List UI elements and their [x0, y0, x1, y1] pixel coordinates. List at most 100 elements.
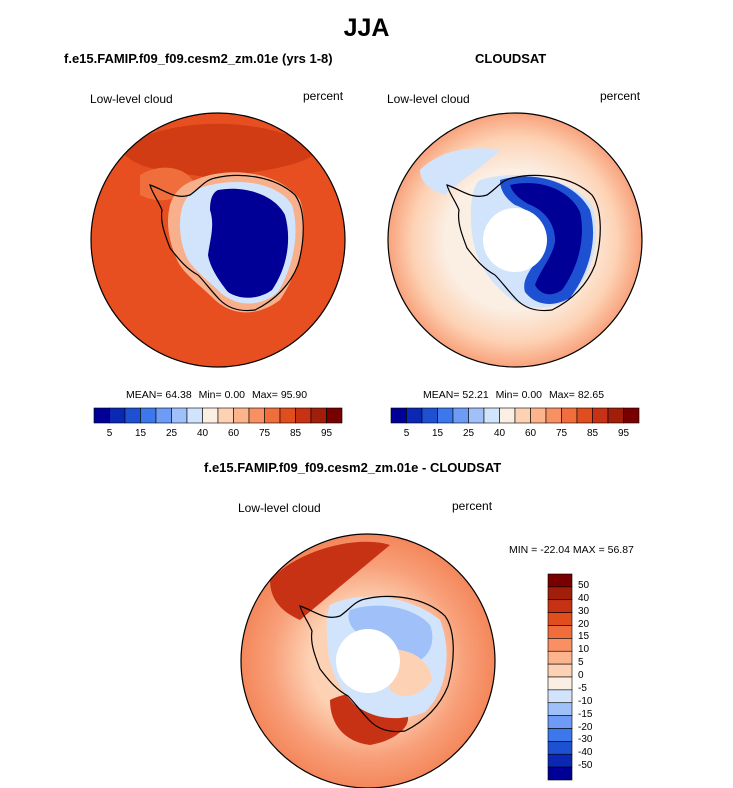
obs-colorbar-cell — [499, 407, 516, 424]
obs-colorbar-cell — [390, 407, 407, 424]
model-stats: MEAN= 64.38 Min= 0.00 Max= 95.90 — [126, 389, 307, 401]
obs-colorbar-cell — [592, 407, 609, 424]
model-variable-label: Low-level cloud — [90, 92, 173, 106]
obs-peninsula-low — [420, 148, 500, 195]
diff-map-boundary — [240, 533, 496, 788]
model-colorbar-cell — [202, 407, 219, 424]
model-colorbar-cell — [326, 407, 343, 424]
diff-plateau-positive — [390, 649, 432, 696]
obs-colorbar-tick-label: 25 — [462, 428, 475, 439]
figure-title: JJA — [343, 14, 390, 42]
diff-ross-negative — [348, 605, 433, 660]
diff-colorbar-tick-label: 10 — [578, 644, 590, 656]
diff-colorbar-cell — [547, 715, 573, 729]
obs-colorbar-tick-label: 75 — [555, 428, 568, 439]
diff-colorbar-cell — [547, 676, 573, 691]
obs-colorbar-cell — [545, 407, 562, 424]
model-colorbar-tick-label: 60 — [227, 428, 240, 439]
model-mean-label: MEAN= — [126, 389, 163, 401]
diff-colorbar-tick-label: 40 — [578, 592, 590, 604]
model-min-value: 0.00 — [224, 389, 246, 401]
diff-colorbar-tick-label: -5 — [578, 682, 587, 694]
obs-colorbar-tick-label: 60 — [524, 428, 537, 439]
model-units-label: percent — [303, 89, 344, 103]
diff-colorbar-tick-label: 30 — [578, 605, 590, 617]
diff-colorbar-cell — [547, 638, 573, 652]
obs-colorbar-cell — [468, 407, 485, 424]
obs-variable-label: Low-level cloud — [387, 92, 470, 106]
obs-colorbar-tick-label: 15 — [431, 428, 444, 439]
diff-colorbar-cell — [547, 573, 573, 588]
diff-pacific-positive — [270, 541, 390, 620]
model-colorbar-tick-label: 40 — [196, 428, 209, 439]
diff-colorbar-cell — [547, 599, 573, 613]
obs-plateau-low-cloud — [510, 183, 582, 295]
obs-min-value: 0.00 — [521, 389, 543, 401]
model-colorbar — [93, 407, 343, 424]
model-colorbar-tick-label: 5 — [106, 428, 113, 439]
diff-colorbar-cell — [547, 689, 573, 704]
diff-colorbar-tick-label: 0 — [578, 670, 584, 681]
obs-colorbar-cell — [406, 407, 423, 424]
diff-colorbar-cell — [547, 586, 573, 601]
diff-colorbar-tick-label: -40 — [578, 747, 593, 759]
diff-colorbar-cell — [547, 766, 573, 781]
model-colorbar-tick-label: 85 — [289, 428, 302, 439]
obs-min-label: Min= — [495, 389, 519, 401]
diff-colorbar-cell — [547, 612, 573, 626]
diff-colorbar-tick-label: -15 — [578, 708, 593, 720]
obs-polar-gap — [483, 208, 547, 272]
model-mean-value: 64.38 — [165, 389, 192, 401]
model-colorbar-tick-label: 95 — [320, 428, 333, 439]
model-colorbar-cell — [186, 407, 203, 424]
model-colorbar-tick-label: 25 — [165, 428, 178, 439]
model-antarctica-coastline — [149, 174, 304, 312]
diff-variable-label: Low-level cloud — [238, 501, 321, 515]
model-colorbar-cell — [93, 407, 110, 424]
obs-colorbar-cell — [530, 407, 547, 424]
obs-colorbar-tick-label: 5 — [403, 428, 410, 439]
diff-minmax: MIN = -22.04 MAX = 56.87 — [509, 544, 634, 556]
obs-colorbar-cell — [576, 407, 593, 424]
diff-colorbar-tick-label: -10 — [578, 695, 593, 707]
obs-stats: MEAN= 52.21 Min= 0.00 Max= 82.65 — [423, 389, 604, 401]
model-colorbar-cell — [264, 407, 281, 424]
model-colorbar-tick-label: 15 — [134, 428, 147, 439]
diff-colorbar-tick-label: 5 — [578, 657, 584, 669]
diff-colorbar-tick-label: 20 — [578, 618, 590, 630]
model-colorbar-cell — [140, 407, 157, 424]
obs-colorbar-cell — [623, 407, 640, 424]
model-colorbar-cell — [233, 407, 250, 424]
obs-colorbar-cell — [607, 407, 624, 424]
obs-colorbar-cell — [452, 407, 469, 424]
model-colorbar-cell — [217, 407, 234, 424]
model-colorbar-cell — [295, 407, 312, 424]
obs-colorbar-cell — [483, 407, 500, 424]
diff-colorbar-tick-label: 15 — [578, 631, 590, 643]
diff-antarctica-coastline — [299, 595, 454, 733]
obs-panel-title: CLOUDSAT — [475, 51, 547, 66]
model-max-label: Max= — [251, 389, 278, 401]
diff-colorbar-tick-label: -50 — [578, 760, 593, 772]
diff-units-label: percent — [452, 499, 493, 513]
model-colorbar-cell — [155, 407, 172, 424]
obs-map-boundary — [387, 112, 643, 368]
diff-colorbar-cell — [547, 753, 573, 768]
model-high-cloud-band — [120, 123, 320, 180]
diff-colorbar-cell — [547, 650, 573, 665]
model-polar-map — [90, 112, 346, 368]
model-colorbar-cell — [248, 407, 265, 424]
diff-colorbar-cell — [547, 625, 573, 639]
obs-units-label: percent — [600, 89, 641, 103]
obs-antarctica-coastline — [446, 174, 601, 312]
obs-max-value: 82.65 — [577, 389, 605, 401]
obs-colorbar-tick-label: 95 — [617, 428, 630, 439]
model-panel-title: f.e15.FAMIP.f09_f09.cesm2_zm.01e (yrs 1-… — [64, 51, 333, 66]
model-colorbar-cell — [124, 407, 141, 424]
model-colorbar-cell — [171, 407, 188, 424]
obs-colorbar-cell — [514, 407, 531, 424]
model-map-boundary — [90, 112, 346, 368]
diff-polar-gap — [336, 629, 400, 693]
model-colorbar-tick-label: 75 — [258, 428, 271, 439]
